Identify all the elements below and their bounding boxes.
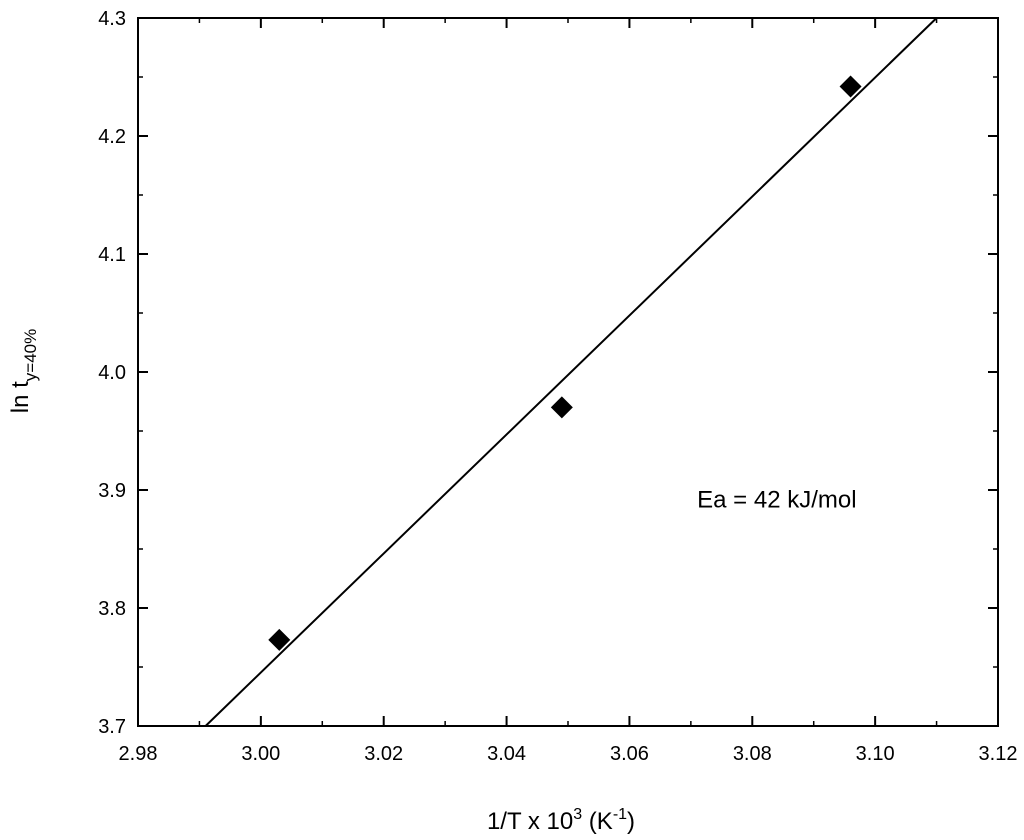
- x-tick-label: 2.98: [119, 743, 158, 765]
- axis-ticks: [137, 17, 999, 727]
- x-tick-label: 3.04: [487, 743, 526, 765]
- activation-energy-annotation: Ea = 42 kJ/mol: [697, 487, 856, 514]
- data-point: [839, 75, 862, 98]
- data-point: [550, 396, 573, 419]
- x-axis-title-unit: (K: [582, 808, 613, 835]
- y-axis-title-subscript: y=40%: [21, 329, 40, 381]
- y-tick-label: 3.7: [98, 716, 126, 738]
- y-tick-label: 4.0: [98, 362, 126, 384]
- x-axis-title-unit-superscript: -1: [613, 806, 627, 823]
- x-axis-title-main: 1/T x 10: [487, 808, 573, 835]
- y-axis-title: ln ty=40%: [7, 329, 40, 413]
- y-tick-label: 4.2: [98, 126, 126, 148]
- data-point: [268, 628, 291, 651]
- x-tick-label: 3.00: [241, 743, 280, 765]
- x-axis-title: 1/T x 103 (K-1): [487, 806, 635, 835]
- x-tick-label: 3.06: [610, 743, 649, 765]
- y-tick-label: 3.8: [98, 598, 126, 620]
- axis-tick-labels: 2.98 3.00 3.02 3.04 3.06 3.08 3.10 3.12 3.7 3.8 3.…: [98, 8, 1017, 765]
- x-tick-label: 3.02: [364, 743, 403, 765]
- fit-line: [204, 17, 938, 727]
- y-tick-label: 3.9: [98, 480, 126, 502]
- plot-frame: [137, 17, 999, 727]
- y-tick-label: 4.3: [98, 8, 126, 30]
- x-axis-title-superscript: 3: [573, 806, 582, 823]
- x-tick-label: 3.10: [856, 743, 895, 765]
- x-tick-label: 3.08: [733, 743, 772, 765]
- fit-line-layer: [204, 17, 938, 727]
- y-tick-label: 4.1: [98, 244, 126, 266]
- x-tick-label: 3.12: [979, 743, 1018, 765]
- data-points-layer: [268, 75, 862, 651]
- x-axis-title-closing: ): [627, 808, 635, 835]
- y-axis-title-main: ln t: [7, 381, 34, 413]
